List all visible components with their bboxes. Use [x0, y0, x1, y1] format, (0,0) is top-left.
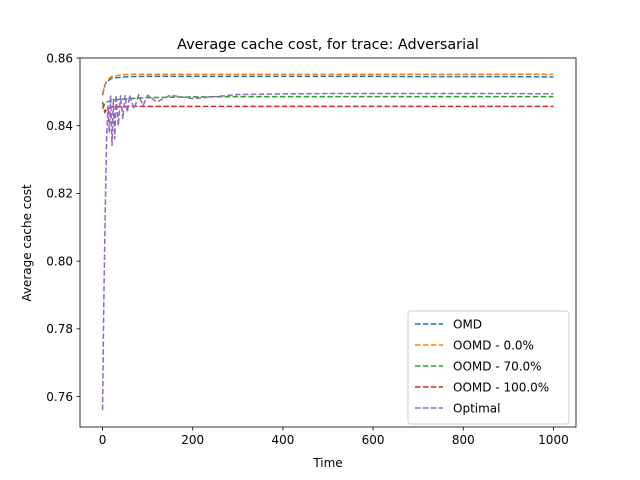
legend-entry: OMD — [453, 317, 482, 331]
series-line-1 — [101, 75, 554, 96]
x-tick-label: 400 — [271, 433, 294, 447]
y-tick-label: 0.78 — [46, 322, 73, 336]
y-tick-label: 0.76 — [46, 390, 73, 404]
series-line-2 — [101, 73, 554, 94]
x-tick-label: 600 — [362, 433, 385, 447]
legend-entry: Optimal — [453, 401, 500, 415]
x-tick-label: 200 — [181, 433, 204, 447]
y-tick-label: 0.82 — [46, 187, 73, 201]
series-line-4 — [101, 101, 554, 115]
series-line-5 — [101, 92, 554, 411]
x-tick-label: 0 — [99, 433, 107, 447]
legend-box — [407, 310, 570, 425]
axes: 0 200 400 600 800 1000 0.76 0.78 0.80 0.82 0.84 0.8… — [46, 51, 577, 447]
y-tick-label: 0.80 — [46, 254, 73, 268]
x-axis-label: Time — [312, 456, 342, 470]
x-tick-label: 800 — [452, 433, 475, 447]
y-axis-label: Average cache cost — [20, 184, 34, 302]
plot-area — [101, 73, 554, 411]
legend: OMD OOMD - 0.0% OOMD - 70.0% OOMD - 100.0% O… — [407, 310, 570, 425]
y-tick-label: 0.86 — [46, 51, 73, 65]
legend-entry: OOMD - 100.0% — [453, 380, 549, 394]
legend-entry: OOMD - 70.0% — [453, 359, 542, 373]
series-line-3 — [101, 95, 554, 110]
x-tick-label: 1000 — [538, 433, 569, 447]
chart-title: Average cache cost, for trace: Adversari… — [177, 37, 479, 53]
axes-frame — [79, 57, 577, 428]
legend-entry: OOMD - 0.0% — [453, 338, 534, 352]
y-tick-label: 0.84 — [46, 119, 73, 133]
